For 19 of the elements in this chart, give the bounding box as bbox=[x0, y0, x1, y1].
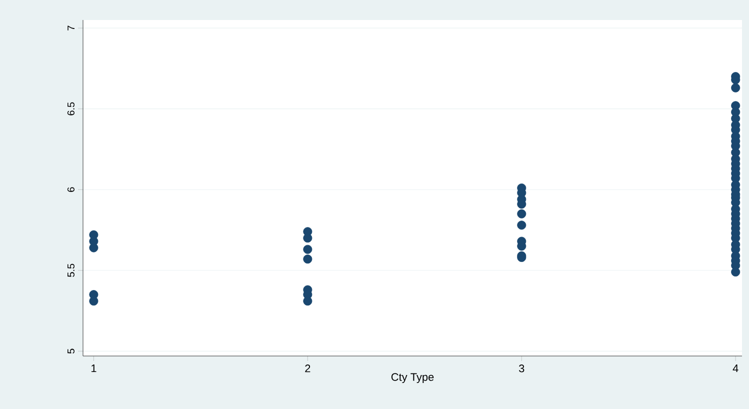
x-axis-title: Cty Type bbox=[391, 373, 434, 384]
x-tick-label: 2 bbox=[305, 364, 310, 372]
y-tick-label: 7 bbox=[68, 26, 74, 30]
point bbox=[303, 296, 312, 306]
y-tick-label: 6.5 bbox=[67, 102, 74, 116]
point bbox=[303, 244, 312, 254]
point bbox=[89, 296, 98, 306]
point bbox=[517, 209, 526, 218]
y-tick-label: 6 bbox=[67, 187, 74, 192]
x-tick-label: 1 bbox=[91, 364, 96, 372]
point bbox=[731, 83, 740, 92]
x-tick-label: 3 bbox=[519, 364, 524, 372]
y-tick-label: 5.5 bbox=[68, 264, 74, 277]
point bbox=[731, 268, 740, 276]
x-tick-label: 4 bbox=[732, 364, 738, 372]
y-tick-label: 5 bbox=[68, 348, 74, 354]
point bbox=[517, 220, 526, 230]
point bbox=[303, 234, 312, 243]
point bbox=[303, 254, 312, 264]
